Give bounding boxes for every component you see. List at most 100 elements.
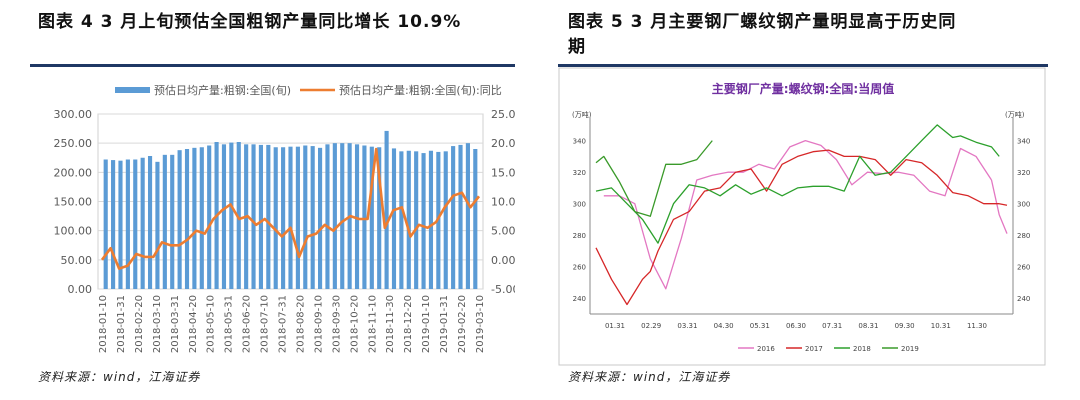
y-left-tick-label: 300.00 — [54, 108, 93, 121]
x-tick-label: 05.31 — [750, 322, 770, 330]
left-y-axis-right: -5.00 0.00 5.00 10.00 15.00 20.00 25.00 — [491, 108, 515, 296]
left-chart: 0.0050.00100.00150.00200.00250.00300.00 … — [54, 83, 516, 353]
x-tick-label: 11.30 — [967, 322, 987, 330]
x-tick-label: 2018-11-10 — [367, 295, 378, 353]
y-left-tick-label: 260 — [573, 264, 586, 272]
left-title-rule — [30, 64, 515, 67]
y-right-tick-label: -5.00 — [491, 283, 515, 296]
bar — [192, 147, 197, 289]
x-tick-label: 2018-09-10 — [313, 295, 324, 353]
y-right-tick-label: 340 — [1017, 138, 1030, 146]
left-y-axis-left: 0.00 50.00 100.00 150.00 200.00 250.00 300.00 — [54, 108, 93, 296]
bar — [458, 144, 463, 289]
bar — [251, 144, 256, 289]
bar — [384, 130, 389, 289]
y-left-tick-label: 340 — [573, 138, 586, 146]
bar — [266, 144, 271, 289]
right-unit-right: (万吨) — [1005, 110, 1025, 119]
bar — [473, 149, 478, 289]
x-tick-label: 04.30 — [714, 322, 734, 330]
right-title-rule — [558, 64, 1048, 67]
bar — [406, 150, 411, 289]
left-bar-series — [103, 130, 478, 289]
y-left-tick-label: 320 — [573, 169, 586, 177]
y-left-tick-label: 100.00 — [54, 225, 93, 238]
series-line-2019 — [595, 140, 713, 217]
x-tick-label: 02.29 — [641, 322, 661, 330]
bar — [111, 160, 116, 289]
y-right-tick-label: 5.00 — [491, 225, 515, 238]
bar — [155, 161, 160, 289]
y-right-tick-label: 0.00 — [491, 254, 515, 267]
x-tick-label: 2018-01-31 — [116, 295, 127, 353]
legend-label-2017: 2017 — [805, 345, 823, 353]
x-tick-label: 2018-12-20 — [403, 295, 414, 353]
bar — [332, 143, 337, 289]
bar — [391, 148, 397, 289]
legend-bar-swatch — [115, 87, 150, 93]
x-tick-label: 2018-03-31 — [170, 295, 181, 353]
y-right-tick-label: 20.00 — [491, 137, 515, 150]
right-figure-title-line2: 期 — [568, 37, 586, 57]
left-legend: 预估日均产量:粗钢:全国(旬) 预估日均产量:粗钢:全国(旬):同比 — [115, 83, 502, 97]
y-left-tick-label: 200.00 — [54, 166, 93, 179]
bar — [207, 145, 212, 289]
y-right-tick-label: 300 — [1017, 201, 1030, 209]
legend-label-2019: 2019 — [901, 345, 919, 353]
left-figure-title: 图表 4 3 月上旬预估全国粗钢产量同比增长 10.9% — [38, 12, 462, 32]
x-tick-label: 2018-10-20 — [349, 295, 360, 353]
y-left-tick-label: 280 — [573, 232, 586, 240]
y-right-tick-label: 10.00 — [491, 196, 515, 209]
x-tick-label: 10.31 — [931, 322, 951, 330]
bar — [303, 145, 308, 289]
right-chart-frame — [558, 67, 1046, 366]
x-tick-label: 2019-01-10 — [421, 295, 432, 353]
right-legend: 2016 2017 2018 2019 — [738, 345, 919, 353]
right-line-series — [595, 124, 1008, 306]
x-tick-label: 2018-01-10 — [98, 295, 109, 353]
bar — [177, 150, 182, 289]
bar — [184, 149, 190, 289]
bar — [103, 159, 108, 289]
series-line-2016 — [603, 139, 993, 290]
bar — [414, 151, 419, 289]
x-tick-label: 2018-03-10 — [152, 295, 163, 353]
x-tick-label: 2019-02-20 — [457, 295, 468, 353]
bar — [258, 144, 264, 289]
legend-label-2018: 2018 — [853, 345, 871, 353]
series-line-2018 — [595, 124, 1000, 244]
bar — [354, 144, 360, 289]
y-left-tick-label: 250.00 — [54, 137, 93, 150]
y-left-tick-label: 50.00 — [61, 254, 93, 267]
y-right-tick-label: 320 — [1017, 169, 1030, 177]
x-tick-label: 08.31 — [858, 322, 878, 330]
bar — [325, 144, 330, 289]
y-left-tick-label: 0.00 — [68, 283, 93, 296]
bar — [273, 147, 278, 289]
left-x-axis: 2018-01-10 2018-01-31 2018-02-20 2018-03-10… — [98, 295, 486, 353]
right-figure-title-line1: 图表 5 3 月主要钢厂螺纹钢产量明显高于历史同 — [568, 12, 957, 32]
legend-line-label: 预估日均产量:粗钢:全国(旬):同比 — [339, 83, 502, 97]
x-tick-label: 2018-02-20 — [134, 295, 145, 353]
y-right-tick-label: 240 — [1017, 295, 1030, 303]
series-line-2017 — [595, 149, 1008, 306]
bar — [140, 157, 145, 289]
bar — [162, 154, 167, 289]
right-chart: 主要钢厂产量:螺纹钢:全国:当周值 (万吨) (万吨) 240 240 260 260… — [558, 67, 1046, 366]
y-right-tick-label: 25.00 — [491, 108, 515, 121]
bar — [221, 144, 227, 289]
x-tick-label: 03.31 — [677, 322, 697, 330]
x-tick-label: 01.31 — [605, 322, 625, 330]
bar — [362, 145, 367, 289]
right-x-axis: 01.31 02.29 03.31 04.30 05.31 06.30 07.31 08.31… — [605, 322, 987, 330]
bar — [133, 159, 138, 289]
x-tick-label: 2018-05-31 — [224, 295, 235, 353]
bar — [443, 151, 448, 289]
x-tick-label: 2018-07-31 — [278, 295, 289, 353]
bar — [170, 154, 175, 289]
x-tick-label: 2018-04-20 — [188, 295, 199, 353]
right-y-axes: 240 240 260 260 280 280 300 300 320 320 340 340 — [573, 138, 1031, 304]
bar — [428, 150, 434, 289]
bar — [125, 159, 130, 289]
bar — [236, 142, 241, 289]
